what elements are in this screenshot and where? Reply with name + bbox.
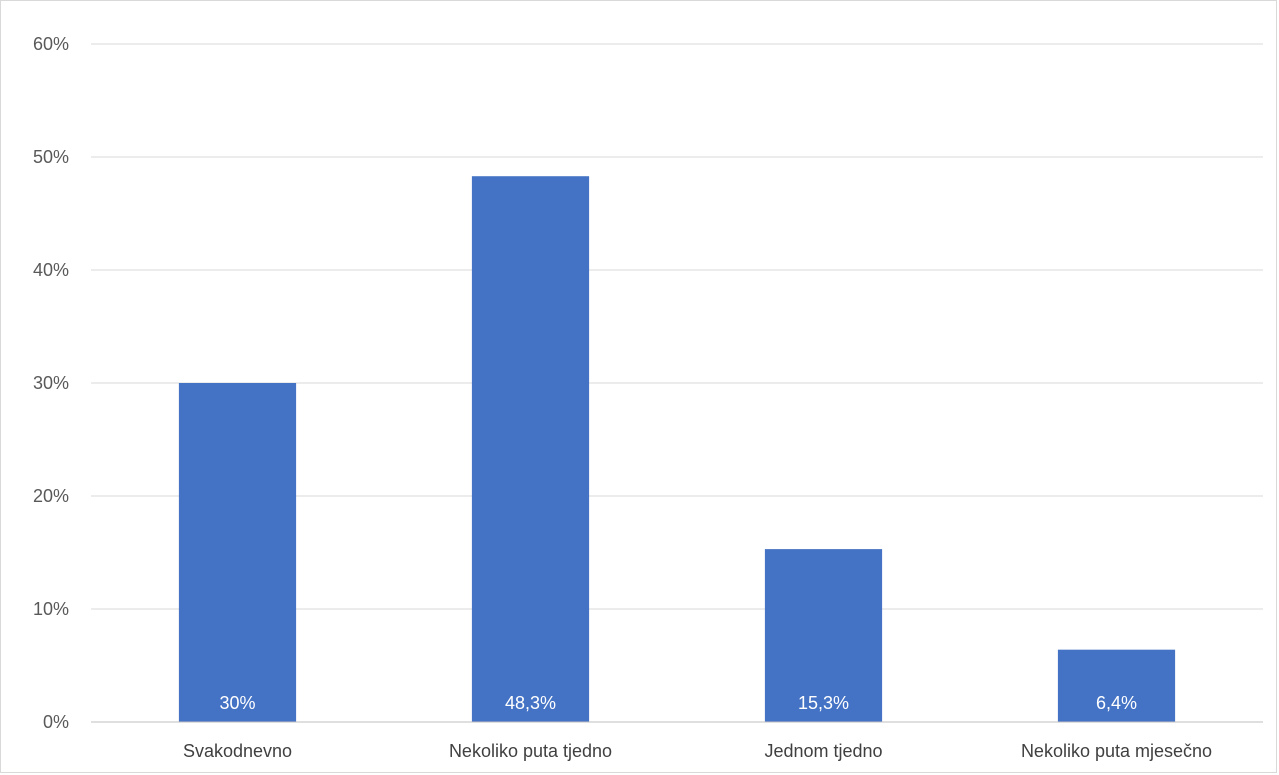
y-tick-label: 40% [33,260,69,280]
bar [178,383,297,722]
bar-data-label: 6,4% [1096,693,1137,713]
y-tick-label: 60% [33,34,69,54]
y-axis-tick-labels: 0% 10% 20% 30% 40% 50% 60% [33,34,69,732]
bar [1057,649,1176,722]
y-tick-label: 0% [43,712,69,732]
y-tick-label: 50% [33,147,69,167]
y-tick-label: 30% [33,373,69,393]
data-labels: 30% 48,3% 15,3% 6,4% [219,693,1137,713]
x-category-label: Svakodnevno [183,741,292,761]
bar-data-label: 30% [219,693,255,713]
y-tick-label: 10% [33,599,69,619]
bars [178,176,1176,722]
x-category-label: Nekoliko puta tjedno [449,741,612,761]
x-category-label: Jednom tjedno [764,741,882,761]
bar [764,549,883,722]
bar [471,176,590,722]
y-tick-label: 20% [33,486,69,506]
bar-data-label: 15,3% [798,693,849,713]
bar-data-label: 48,3% [505,693,556,713]
x-axis-category-labels: Svakodnevno Nekoliko puta tjedno Jednom tj… [183,741,1212,761]
x-category-label: Nekoliko puta mjesečno [1021,741,1212,761]
